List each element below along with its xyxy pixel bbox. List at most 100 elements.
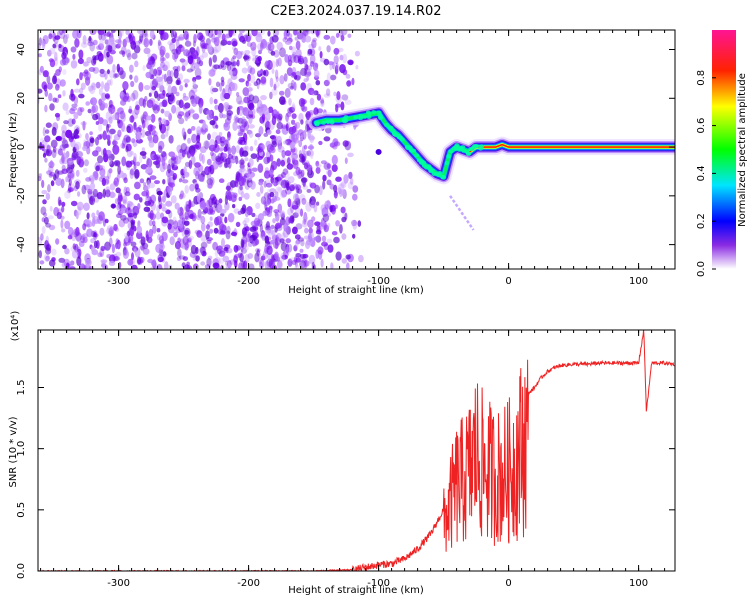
noise-blob (174, 241, 181, 250)
noise-blob (152, 134, 159, 144)
noise-blob (162, 251, 167, 257)
noise-blob (295, 121, 301, 129)
noise-blob (320, 258, 324, 268)
noise-blob (92, 188, 98, 198)
noise-blob (225, 143, 229, 152)
noise-blob (110, 30, 116, 34)
noise-blob (218, 132, 223, 137)
noise-blob (271, 179, 278, 186)
noise-blob (49, 59, 56, 68)
noise-blob (243, 55, 250, 60)
noise-blob (267, 232, 274, 238)
ridge-blob (414, 153, 420, 158)
noise-blob (300, 119, 304, 125)
noise-blob (259, 262, 264, 269)
colorbar-ticks: 0.0 0.2 0.4 0.6 0.8 (696, 70, 716, 277)
noise-blob (83, 159, 89, 167)
noise-blob (149, 30, 155, 39)
noise-blob (151, 125, 155, 134)
noise-blob (344, 157, 348, 164)
noise-blob (71, 151, 78, 161)
noise-blob (149, 175, 157, 180)
noise-blob (74, 128, 79, 136)
noise-blob (280, 190, 287, 199)
colorbar-tick-label: 0.6 (696, 118, 707, 134)
noise-blob (143, 206, 151, 212)
noise-blob (291, 104, 296, 112)
noise-blob (85, 133, 89, 140)
noise-blob (167, 175, 171, 186)
noise-blob (157, 119, 162, 125)
noise-blob (201, 44, 206, 53)
noise-blob (307, 48, 313, 55)
noise-blob (284, 87, 291, 98)
snr-x-tick-label: 100 (629, 578, 648, 589)
noise-blob (159, 243, 165, 250)
noise-blob (64, 248, 70, 255)
noise-blob (46, 144, 52, 151)
noise-blob (70, 260, 75, 266)
noise-blob (134, 169, 140, 179)
noise-blob (199, 246, 206, 254)
noise-blob (315, 229, 322, 235)
noise-blob (161, 118, 167, 126)
noise-blob (340, 206, 346, 214)
noise-blob (245, 233, 251, 243)
noise-blob (39, 65, 44, 73)
ridge-blob (478, 146, 484, 151)
noise-blob (291, 119, 296, 125)
noise-blob (200, 261, 206, 266)
noise-blob (351, 77, 355, 86)
noise-blob (131, 264, 138, 269)
noise-blob (87, 85, 94, 92)
noise-blob (339, 224, 343, 234)
noise-blob (287, 59, 293, 67)
noise-blob (91, 105, 96, 114)
noise-blob (248, 130, 254, 138)
noise-blob (104, 241, 111, 251)
noise-blob (135, 104, 140, 111)
noise-blob (275, 76, 279, 83)
noise-blob (291, 259, 297, 265)
spectrogram-y-tick-label: -20 (16, 188, 27, 204)
spectrogram-ridge (308, 104, 675, 231)
noise-blob (51, 248, 57, 256)
noise-blob (287, 107, 294, 114)
noise-blob (320, 217, 325, 228)
noise-blob (199, 200, 207, 210)
noise-blob (158, 204, 162, 210)
noise-blob (184, 161, 191, 168)
noise-blob (291, 113, 297, 119)
noise-blob (106, 254, 112, 259)
noise-blob (244, 210, 249, 218)
ridge-blob (358, 116, 364, 121)
noise-blob (133, 121, 137, 131)
noise-blob (243, 245, 249, 251)
noise-blob (111, 108, 117, 114)
noise-blob (249, 74, 256, 84)
noise-blob (88, 175, 96, 182)
noise-blob (61, 130, 66, 141)
noise-blob (327, 222, 331, 228)
noise-blob (314, 221, 321, 226)
snr-y-tick-label: 0.5 (16, 502, 27, 518)
noise-blob (273, 209, 280, 214)
noise-blob (244, 253, 250, 264)
noise-blob (91, 104, 99, 113)
noise-blob (288, 176, 295, 184)
noise-blob (55, 136, 62, 141)
noise-blob (340, 182, 347, 189)
noise-blob (214, 30, 219, 36)
noise-blob (291, 46, 297, 55)
noise-blob (234, 260, 238, 268)
noise-blob (179, 206, 183, 213)
noise-blob (184, 83, 188, 88)
noise-blob (116, 204, 120, 211)
noise-blob (75, 181, 80, 190)
noise-blob (281, 150, 286, 158)
noise-blob (109, 116, 113, 125)
noise-blob (166, 123, 170, 131)
noise-blob (50, 139, 58, 148)
noise-blob (244, 50, 251, 55)
